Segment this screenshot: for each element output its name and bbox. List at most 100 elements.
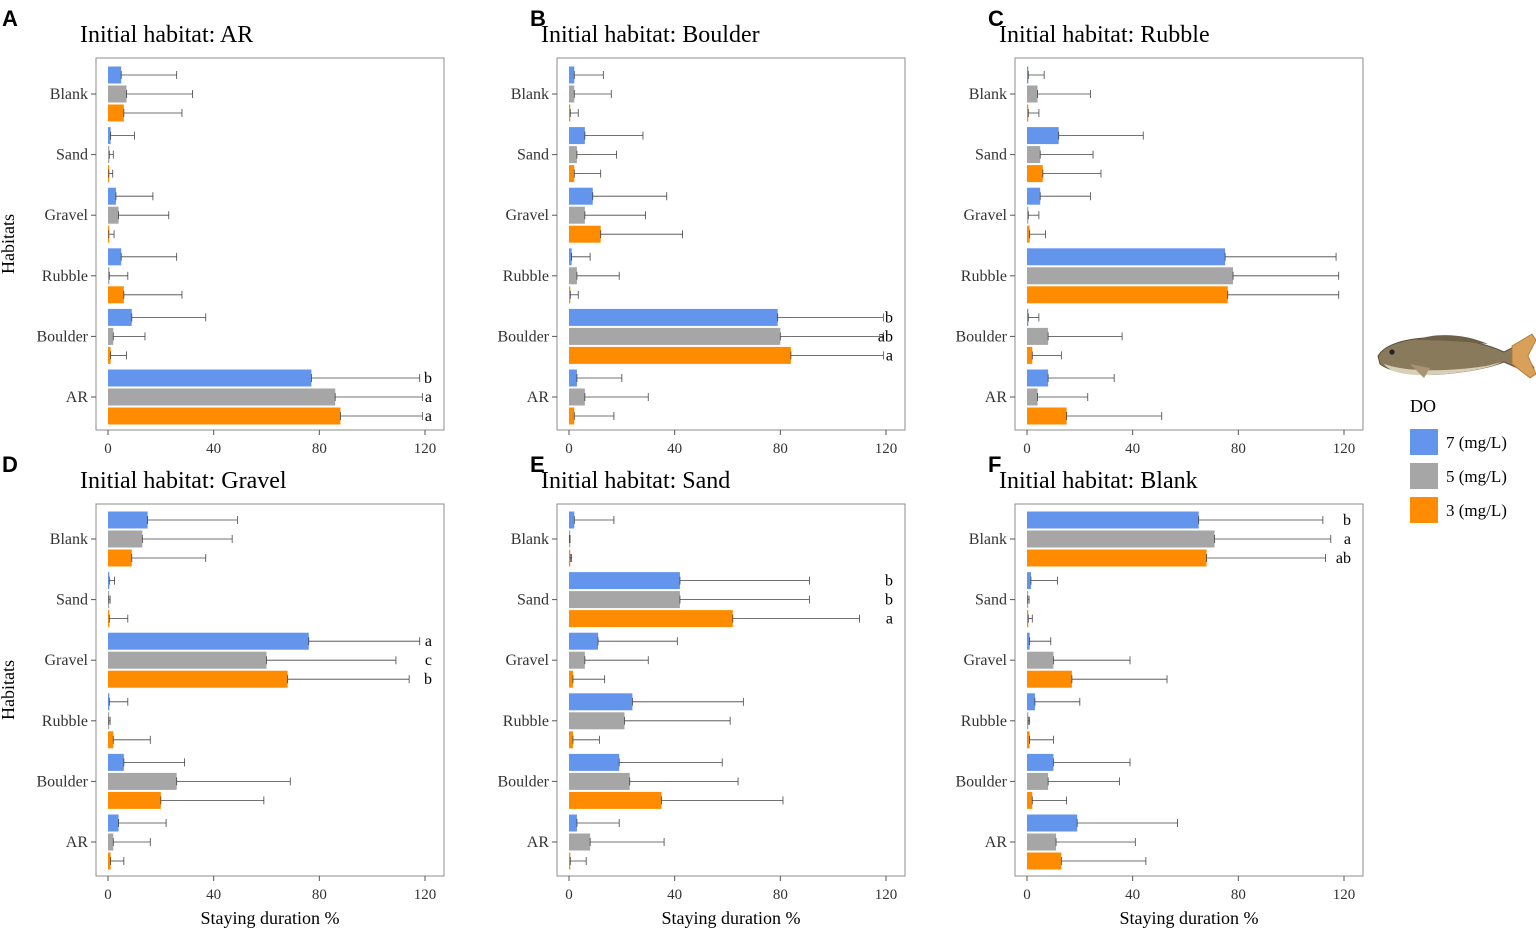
fish-illustration: [1377, 333, 1536, 379]
y-axis-title: Habitats: [0, 214, 18, 274]
bar-7mgL-blank: [569, 511, 575, 529]
x-tick-label: 40: [667, 887, 682, 903]
category-label: Gravel: [505, 207, 549, 224]
bar-3mgL-sand: [1027, 165, 1043, 183]
category-label: Boulder: [497, 773, 549, 790]
bar-3mgL-ar: [108, 852, 111, 870]
x-tick-label: 120: [1333, 887, 1356, 903]
significance-label: c: [425, 652, 432, 669]
x-tick-label: 120: [1333, 441, 1356, 457]
bar-3mgL-ar: [569, 407, 575, 425]
bar-5mgL-sand: [569, 591, 680, 609]
significance-label: ab: [1336, 550, 1351, 567]
bar-5mgL-boulder: [1027, 327, 1049, 345]
bar-5mgL-gravel: [1027, 206, 1029, 224]
panel-letter: B: [530, 6, 546, 31]
x-tick-label: 40: [206, 441, 221, 457]
category-label: Gravel: [963, 652, 1007, 669]
bar-5mgL-blank: [108, 530, 143, 548]
bar-7mgL-rubble: [1027, 248, 1226, 266]
category-label: AR: [66, 389, 89, 406]
category-label: Sand: [56, 147, 88, 164]
category-label: Rubble: [503, 268, 549, 285]
panels: A Initial habitat: AR 0 40 80 120 Blank Sand Gra…: [0, 6, 1364, 928]
bar-3mgL-ar: [1027, 852, 1062, 870]
significance-label: b: [885, 309, 893, 326]
fish-pectoral-fin: [1410, 364, 1430, 378]
x-tick-label: 0: [1023, 441, 1031, 457]
significance-label: ab: [878, 328, 893, 345]
bar-7mgL-gravel: [108, 187, 116, 205]
bar-3mgL-blank: [1027, 549, 1207, 567]
x-tick-label: 40: [1125, 887, 1140, 903]
plot-frame: [1014, 503, 1364, 877]
x-tick-label: 80: [312, 441, 327, 457]
bar-5mgL-gravel: [569, 206, 585, 224]
significance-label: a: [886, 347, 893, 364]
x-tick-label: 80: [1231, 441, 1246, 457]
bar-3mgL-blank: [108, 104, 124, 122]
fish-eye: [1389, 349, 1395, 355]
bar-5mgL-rubble: [1027, 267, 1234, 285]
legend-swatch-5: [1410, 463, 1438, 489]
bar-3mgL-gravel: [569, 670, 573, 688]
category-label: Blank: [511, 531, 549, 548]
category-label: AR: [66, 834, 89, 851]
category-label: AR: [985, 834, 1008, 851]
y-axis-title: Habitats: [0, 660, 18, 720]
bar-7mgL-ar: [569, 369, 577, 387]
bar-7mgL-ar: [1027, 369, 1049, 387]
x-tick-label: 0: [565, 441, 573, 457]
panel-letter: C: [988, 6, 1004, 31]
panel-letter: E: [530, 452, 545, 477]
bar-5mgL-sand: [1027, 146, 1041, 164]
bar-3mgL-boulder: [108, 346, 111, 364]
panel-title: Initial habitat: Sand: [541, 468, 730, 494]
panel-title: Initial habitat: Blank: [999, 468, 1198, 494]
x-tick-label: 120: [414, 887, 437, 903]
bar-7mgL-sand: [1027, 127, 1059, 145]
legend-swatch-7: [1410, 429, 1438, 455]
bar-5mgL-gravel: [108, 651, 267, 669]
significance-label: a: [886, 611, 893, 628]
bar-3mgL-rubble: [108, 731, 114, 749]
plot-frame: [556, 503, 906, 877]
category-label: Blank: [50, 86, 88, 103]
category-label: Rubble: [42, 268, 88, 285]
category-label: Boulder: [497, 328, 549, 345]
category-label: Boulder: [36, 773, 88, 790]
x-tick-label: 80: [773, 441, 788, 457]
fish-dorsal-fin: [1416, 335, 1488, 344]
bar-3mgL-rubble: [569, 731, 573, 749]
bar-3mgL-sand: [569, 165, 575, 183]
bar-3mgL-ar: [1027, 407, 1067, 425]
legend-label-7: 7 (mg/L): [1446, 433, 1507, 452]
category-label: Gravel: [44, 652, 88, 669]
bar-7mgL-ar: [108, 814, 119, 832]
category-label: Gravel: [44, 207, 88, 224]
x-tick-label: 80: [312, 887, 327, 903]
bar-3mgL-gravel: [569, 225, 601, 243]
panel-title: Initial habitat: AR: [80, 22, 253, 48]
category-label: Rubble: [961, 713, 1007, 730]
legend-title: DO: [1410, 396, 1436, 416]
bar-3mgL-boulder: [569, 346, 791, 364]
bar-7mgL-blank: [1027, 511, 1199, 529]
bar-7mgL-boulder: [569, 753, 620, 771]
bar-7mgL-blank: [108, 66, 122, 84]
bar-7mgL-boulder: [1027, 753, 1054, 771]
x-tick-label: 40: [667, 441, 682, 457]
significance-label: a: [1344, 531, 1351, 548]
bar-7mgL-ar: [569, 814, 577, 832]
panel-a: A Initial habitat: AR 0 40 80 120 Blank Sand Gra…: [0, 6, 445, 457]
category-label: Gravel: [505, 652, 549, 669]
panel-letter: A: [2, 6, 18, 31]
legend: DO 7 (mg/L) 5 (mg/L) 3 (mg/L): [1410, 396, 1507, 523]
bar-7mgL-blank: [1027, 66, 1029, 84]
x-tick-label: 120: [875, 441, 898, 457]
bar-3mgL-gravel: [1027, 670, 1072, 688]
bar-3mgL-boulder: [1027, 346, 1033, 364]
category-label: AR: [527, 389, 550, 406]
